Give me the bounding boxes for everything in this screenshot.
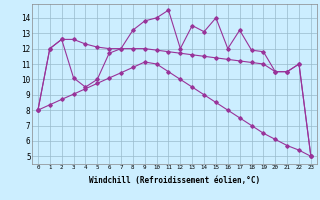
X-axis label: Windchill (Refroidissement éolien,°C): Windchill (Refroidissement éolien,°C) xyxy=(89,176,260,185)
